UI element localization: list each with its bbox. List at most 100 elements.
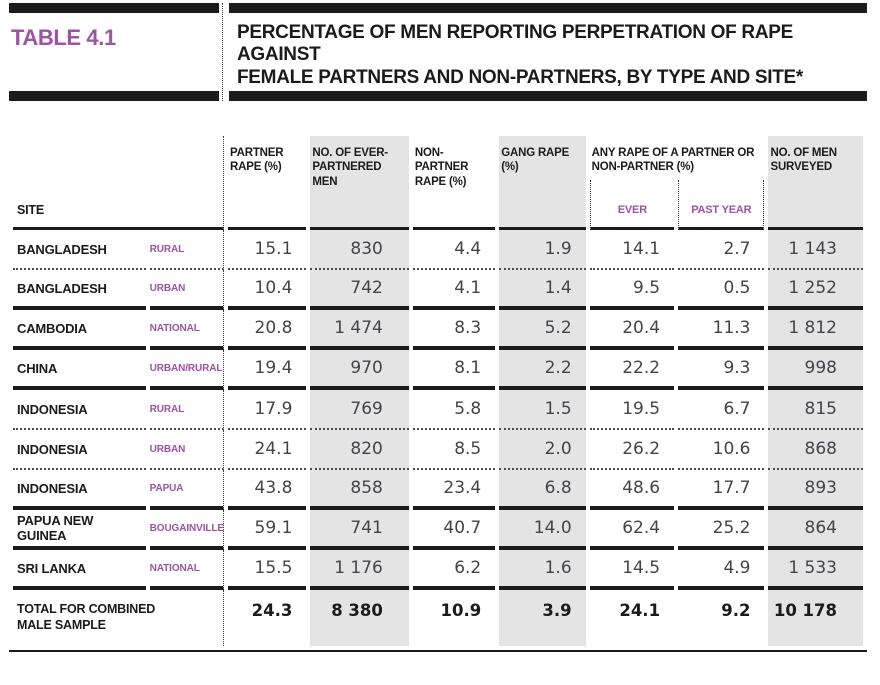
any-rape-ever-cell: 14.1 [589,230,675,270]
gang-rape-cell: 2.0 [499,430,586,470]
table-row-sri-lanka: SRI LANKA NATIONAL 15.5 1 176 6.2 1.6 14… [13,550,863,590]
country-cell: CAMBODIA [13,310,146,350]
country-cell: INDONESIA [13,390,146,430]
table-title: PERCENTAGE OF MEN REPORTING PERPETRATION… [229,13,867,91]
partner-rape-cell: 20.8 [228,310,307,350]
total-partner-rape-cell: 24.3 [251,601,293,620]
men-surveyed-cell: 1 143 [768,230,863,270]
site-type-cell: PAPUA [149,470,225,510]
any-rape-ever-cell: 9.5 [589,270,675,310]
gang-rape-cell: 1.4 [499,270,586,310]
column-header-any-rape: ANY RAPE OF A PARTNER OR NON-PARTNER (%) [591,147,755,174]
site-type-cell: NATIONAL [149,550,225,590]
table-row-indonesia-papua: INDONESIA PAPUA 43.8 858 23.4 6.8 48.6 1… [13,470,863,510]
men-surveyed-cell: 1 252 [768,270,863,310]
non-partner-rape-cell: 40.7 [412,510,496,550]
country-cell: INDONESIA [13,430,146,470]
partner-rape-cell: 15.5 [228,550,307,590]
ever-partnered-men-cell: 830 [310,230,409,270]
any-rape-past-year-cell: 4.9 [678,550,765,590]
ever-partnered-men-cell: 741 [310,510,409,550]
ever-partnered-men-cell: 858 [310,470,409,510]
header-row: SITE PARTNER RAPE (%) NO. OF EVER-PARTNE… [13,136,863,230]
non-partner-rape-cell: 8.3 [412,310,496,350]
partner-rape-cell: 24.1 [228,430,307,470]
men-surveyed-cell: 893 [768,470,863,510]
column-header-site: SITE [13,136,225,230]
any-rape-past-year-cell: 2.7 [678,230,765,270]
men-surveyed-cell: 1 812 [768,310,863,350]
title-band-right: PERCENTAGE OF MEN REPORTING PERPETRATION… [229,3,867,101]
total-ever-partnered-men-cell: 8 380 [310,590,409,646]
table-row-bangladesh-rural: BANGLADESH RURAL 15.1 830 4.4 1.9 14.1 2… [13,230,863,270]
partner-rape-cell: 10.4 [228,270,307,310]
table-row-total: TOTAL FOR COMBINED MALE SAMPLE 24.3 8 38… [13,590,863,646]
gang-rape-cell: 14.0 [499,510,586,550]
country-cell: CHINA [13,350,146,390]
any-rape-past-year-cell: 11.3 [678,310,765,350]
table-bottom-rule [9,650,867,652]
table-row-indonesia-urban: INDONESIA URBAN 24.1 820 8.5 2.0 26.2 10… [13,430,863,470]
men-surveyed-cell: 864 [768,510,863,550]
table-row-bangladesh-urban: BANGLADESH URBAN 10.4 742 4.1 1.4 9.5 0.… [13,270,863,310]
subcolumn-header-past-year: PAST YEAR [678,180,765,230]
bottom-rule-right [229,91,867,101]
non-partner-rape-cell: 6.2 [412,550,496,590]
any-rape-ever-cell: 14.5 [589,550,675,590]
column-header-ever-partnered-men: NO. OF EVER-PARTNERED MEN [310,136,409,230]
rape-perpetration-table: SITE PARTNER RAPE (%) NO. OF EVER-PARTNE… [9,136,867,646]
ever-partnered-men-cell: 1 474 [310,310,409,350]
country-cell: PAPUA NEW GUINEA [13,510,146,550]
column-header-partner-rape: PARTNER RAPE (%) [228,136,307,230]
gang-rape-cell: 1.9 [499,230,586,270]
partner-rape-cell: 43.8 [228,470,307,510]
table-number-label: TABLE 4.1 [11,25,116,50]
total-gang-rape-cell: 3.9 [499,590,586,646]
men-surveyed-cell: 998 [768,350,863,390]
table-title-line2: FEMALE PARTNERS AND NON-PARTNERS, BY TYP… [237,66,804,88]
partner-rape-cell: 59.1 [228,510,307,550]
any-rape-past-year-cell: 25.2 [678,510,765,550]
dotted-divider [222,3,229,101]
any-rape-past-year-cell: 17.7 [678,470,765,510]
country-cell: INDONESIA [13,470,146,510]
any-rape-ever-cell: 62.4 [589,510,675,550]
top-rule-right [229,3,867,13]
gang-rape-cell: 6.8 [499,470,586,510]
men-surveyed-cell: 868 [768,430,863,470]
any-rape-ever-cell: 20.4 [589,310,675,350]
table-row-indonesia-rural: INDONESIA RURAL 17.9 769 5.8 1.5 19.5 6.… [13,390,863,430]
site-type-cell: RURAL [149,390,225,430]
site-type-cell: URBAN/RURAL [149,350,225,390]
site-type-cell: BOUGAINVILLE [149,510,224,550]
top-rule-left [9,3,219,13]
gang-rape-cell: 1.5 [499,390,586,430]
site-type-cell: URBAN [149,270,225,310]
men-surveyed-cell: 815 [768,390,863,430]
ever-partnered-men-cell: 769 [310,390,409,430]
subcolumn-header-ever: EVER [589,180,675,230]
partner-rape-cell: 19.4 [228,350,307,390]
country-cell: BANGLADESH [13,230,146,270]
title-band: TABLE 4.1 PERCENTAGE OF MEN REPORTING PE… [9,3,867,101]
non-partner-rape-cell: 8.5 [412,430,496,470]
any-rape-past-year-cell: 0.5 [678,270,765,310]
subheader-row: EVER PAST YEAR [13,180,863,230]
gang-rape-cell: 1.6 [499,550,586,590]
column-header-non-partner-rape: NON-PARTNER RAPE (%) [412,136,496,230]
any-rape-past-year-cell: 9.3 [678,350,765,390]
table-row-papua-new-guinea: PAPUA NEW GUINEA BOUGAINVILLE 59.1 741 4… [13,510,863,550]
partner-rape-cell: 17.9 [228,390,307,430]
men-surveyed-cell: 1 533 [768,550,863,590]
any-rape-ever-cell: 19.5 [589,390,675,430]
total-men-surveyed-cell: 10 178 [768,590,863,646]
total-any-rape-past-year-cell: 9.2 [721,601,751,620]
site-type-cell: URBAN [149,430,225,470]
ever-partnered-men-cell: 742 [310,270,409,310]
total-non-partner-rape-cell: 10.9 [440,601,482,620]
site-type-cell: NATIONAL [149,310,225,350]
any-rape-past-year-cell: 6.7 [678,390,765,430]
ever-partnered-men-cell: 820 [310,430,409,470]
total-label: TOTAL FOR COMBINED MALE SAMPLE [17,602,156,633]
any-rape-ever-cell: 48.6 [589,470,675,510]
